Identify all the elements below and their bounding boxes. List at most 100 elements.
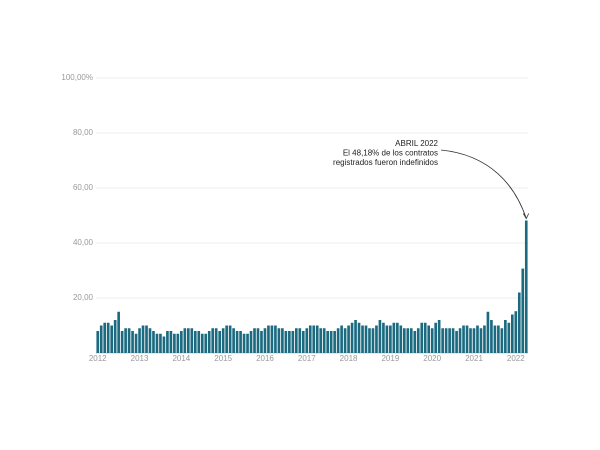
annotation-text: registrados fueron indefinidos — [333, 158, 438, 167]
bar — [486, 311, 490, 353]
bar — [312, 325, 316, 353]
bar — [472, 328, 476, 353]
bar — [322, 328, 326, 353]
bar — [444, 328, 448, 353]
x-tick-label: 2012 — [89, 354, 107, 363]
bar — [305, 328, 309, 353]
bar — [277, 328, 281, 353]
bar — [399, 325, 403, 353]
y-tick-label: 60,00 — [73, 183, 94, 192]
bar — [451, 328, 455, 353]
x-tick-label: 2013 — [131, 354, 149, 363]
bar — [517, 292, 521, 353]
bar — [504, 320, 507, 353]
bar — [319, 328, 323, 353]
bar — [423, 322, 427, 353]
bar — [99, 325, 103, 353]
bar — [193, 331, 197, 353]
x-tick-label: 2015 — [214, 354, 232, 363]
bar — [448, 328, 451, 353]
bar — [350, 322, 354, 353]
bar — [186, 328, 190, 353]
bar — [343, 328, 347, 353]
bar — [483, 325, 486, 353]
bar — [357, 322, 361, 353]
y-tick-label: 100,00% — [61, 73, 93, 82]
bar — [235, 331, 239, 353]
bar — [333, 331, 336, 353]
bar — [242, 333, 246, 353]
bar — [378, 320, 382, 353]
bar — [294, 328, 298, 353]
bar — [497, 325, 500, 353]
bar — [141, 325, 145, 353]
bar — [211, 328, 215, 353]
bar — [173, 333, 176, 353]
bar — [409, 328, 413, 353]
bar — [308, 325, 312, 353]
bar — [197, 331, 201, 353]
bar — [288, 331, 291, 353]
bar — [152, 331, 155, 353]
bar — [514, 311, 518, 353]
bar — [106, 322, 110, 353]
bar — [228, 325, 232, 353]
x-tick-label: 2020 — [423, 354, 441, 363]
bar — [521, 268, 525, 353]
x-tick-label: 2021 — [465, 354, 483, 363]
annotation-arrow — [440, 149, 527, 219]
bar — [166, 331, 169, 353]
bar — [134, 333, 138, 353]
bar — [124, 328, 127, 353]
bar — [113, 320, 117, 353]
bar — [267, 325, 270, 353]
bar — [176, 333, 180, 353]
bar — [507, 322, 511, 353]
bar — [225, 325, 228, 353]
bar — [298, 328, 302, 353]
bar — [96, 331, 100, 353]
bar — [145, 325, 148, 353]
bar — [127, 328, 131, 353]
bar — [368, 328, 371, 353]
bar — [430, 328, 434, 353]
bar — [458, 328, 462, 353]
bar — [138, 328, 141, 353]
bar — [159, 333, 162, 353]
bar — [416, 328, 420, 353]
bar — [315, 325, 319, 353]
bar — [162, 336, 166, 353]
bar — [462, 325, 465, 353]
bar — [256, 328, 260, 353]
x-tick-label: 2018 — [340, 354, 358, 363]
bar — [326, 331, 330, 353]
bar — [455, 331, 458, 353]
bar — [246, 333, 249, 353]
bar — [364, 325, 368, 353]
bar — [221, 328, 225, 353]
bar — [117, 311, 120, 353]
bar — [214, 328, 218, 353]
bar — [389, 325, 392, 353]
annotation-text: ABRIL 2022 — [395, 139, 438, 148]
bar — [437, 320, 441, 353]
bar — [260, 331, 263, 353]
bar — [110, 325, 114, 353]
bar — [469, 328, 472, 353]
x-tick-label: 2022 — [507, 354, 525, 363]
bar — [155, 333, 159, 353]
bar — [340, 325, 343, 353]
bar — [301, 331, 305, 353]
x-tick-label: 2019 — [381, 354, 399, 363]
bar — [204, 333, 208, 353]
y-tick-label: 20,00 — [73, 293, 94, 302]
bar — [336, 328, 340, 353]
bar — [232, 328, 235, 353]
bar — [524, 220, 528, 353]
x-tick-label: 2017 — [298, 354, 316, 363]
bar — [476, 325, 479, 353]
bar — [396, 322, 399, 353]
annotation-text: El 48,18% de los contratos — [343, 149, 438, 158]
bar — [413, 331, 417, 353]
